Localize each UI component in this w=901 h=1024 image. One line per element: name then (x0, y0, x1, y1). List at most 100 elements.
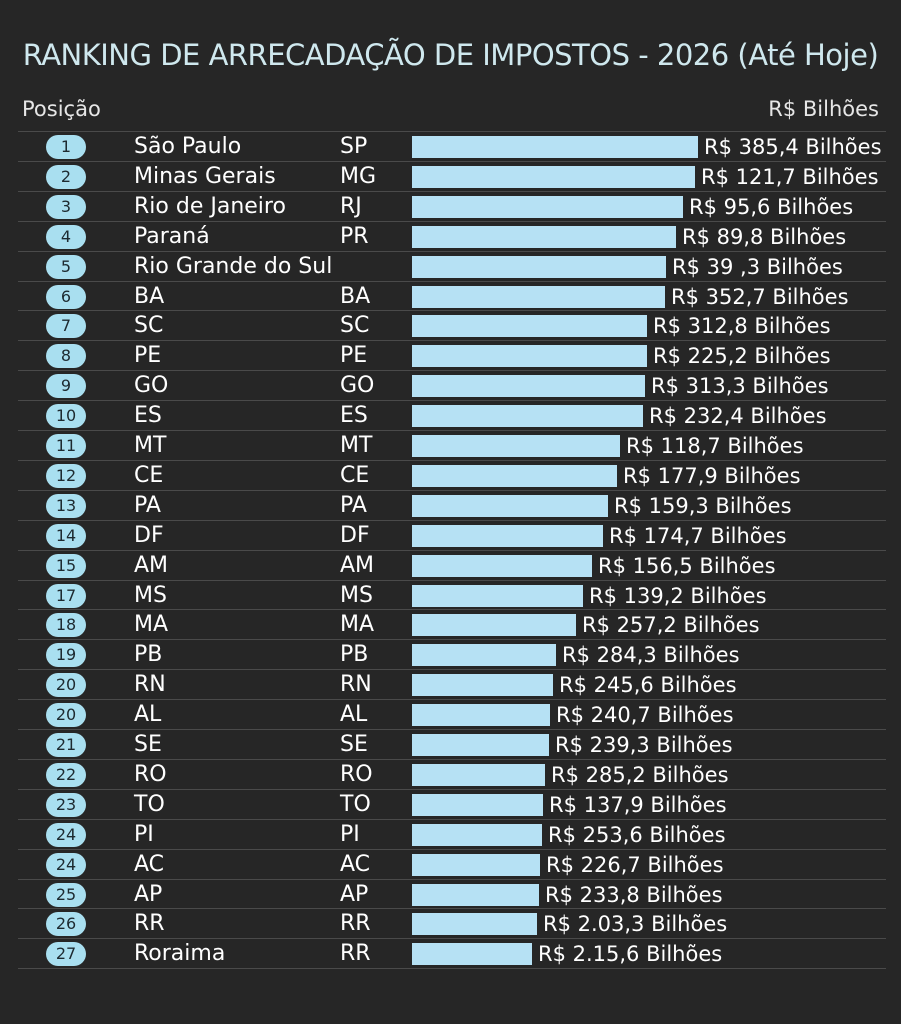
state-name: ES (134, 403, 162, 429)
value-label: R$ 139,2 Bilhões (589, 583, 767, 608)
position-badge: 2 (46, 164, 86, 189)
row-separator (18, 609, 886, 611)
position-badge: 7 (46, 314, 86, 339)
state-code: SP (340, 134, 368, 159)
value-label: R$ 137,9 Bilhões (549, 792, 727, 817)
value-bar (412, 793, 543, 816)
value-bar (412, 823, 542, 846)
row-separator (18, 908, 886, 910)
ranking-row: 17 MS MS R$ 139,2 Bilhões (0, 581, 901, 611)
state-code: MS (340, 582, 373, 608)
row-separator (18, 400, 886, 402)
value-label: R$ 95,6 Bilhões (689, 194, 854, 219)
row-separator (18, 848, 886, 850)
state-name: GO (134, 373, 169, 399)
ranking-row: 22 RO RO R$ 285,2 Bilhões (0, 760, 901, 790)
value-label: R$ 39 ,3 Bilhões (672, 254, 843, 279)
value-label: R$ 253,6 Bilhões (548, 822, 726, 847)
value-label: R$ 233,8 Bilhões (545, 882, 723, 907)
value-label: R$ 257,2 Bilhões (582, 613, 760, 638)
row-separator (18, 430, 886, 431)
value-bar (412, 943, 532, 966)
state-name: AM (134, 552, 169, 578)
value-bar (412, 375, 645, 398)
value-bar (412, 853, 540, 876)
value-label: R$ 239,3 Bilhões (555, 733, 733, 757)
state-name: PE (134, 343, 162, 369)
ranking-row: 6 BA BA R$ 352,7 Bilhões (0, 282, 901, 312)
row-separator (18, 788, 886, 790)
value-bar (412, 614, 576, 637)
value-bar (412, 763, 545, 786)
state-code: RJ (340, 193, 362, 219)
value-bar (412, 734, 549, 756)
state-name: PA (134, 492, 161, 518)
position-badge: 25 (46, 882, 86, 907)
state-code: AC (340, 851, 371, 877)
value-label: R$ 245,6 Bilhões (559, 673, 737, 698)
value-bar (412, 644, 556, 667)
row-separator (18, 639, 886, 641)
state-name: Paraná (134, 223, 210, 249)
state-name: RR (134, 911, 165, 937)
value-bar (412, 345, 647, 368)
value-bar (412, 464, 617, 487)
position-badge: 8 (46, 344, 86, 369)
position-badge: 4 (46, 224, 86, 249)
state-name: SE (134, 732, 162, 757)
state-code: PR (340, 223, 369, 249)
value-label: R$ 285,2 Bilhões (551, 762, 729, 787)
state-name: AC (134, 851, 165, 877)
ranking-row: 13 PA PA R$ 159,3 Bilhões (0, 491, 901, 521)
value-label: R$ 284,3 Bilhões (562, 643, 740, 668)
row-separator (18, 280, 886, 282)
row-separator (18, 519, 886, 521)
value-bar (412, 494, 608, 517)
value-bar (412, 435, 620, 457)
row-separator (18, 758, 886, 760)
state-code: PE (340, 343, 368, 369)
value-label: R$ 2.03,3 Bilhões (543, 912, 728, 937)
row-separator (18, 968, 886, 970)
state-name: CE (134, 462, 164, 488)
value-bar (412, 405, 643, 428)
value-label: R$ 232,4 Bilhões (649, 404, 827, 429)
position-badge: 17 (46, 583, 86, 608)
state-name: SC (134, 313, 164, 339)
row-separator (18, 160, 886, 162)
value-label: R$ 89,8 Bilhões (682, 224, 847, 249)
row-separator (18, 131, 886, 132)
value-bar (412, 315, 647, 338)
chart-title: RANKING DE ARRECADAÇÃO DE IMPOSTOS - 202… (22, 38, 879, 72)
state-name: PI (134, 821, 154, 847)
value-label: R$ 118,7 Bilhões (626, 434, 804, 458)
state-code: DF (340, 522, 370, 548)
ranking-row: 21 SE SE R$ 239,3 Bilhões (0, 730, 901, 760)
value-bar (412, 704, 550, 727)
state-name: AP (134, 881, 163, 907)
ranking-row: 15 AM AM R$ 156,5 Bilhões (0, 551, 901, 581)
row-separator (18, 938, 886, 940)
row-separator (18, 370, 886, 372)
ranking-row: 20 RN RN R$ 245,6 Bilhões (0, 670, 901, 700)
position-badge: 24 (46, 852, 86, 877)
state-code: AL (340, 702, 368, 728)
value-label: R$ 159,3 Bilhões (614, 493, 792, 518)
position-badge: 21 (46, 733, 86, 757)
value-bar (412, 524, 603, 547)
state-code: RO (340, 761, 373, 787)
row-separator (18, 699, 886, 701)
value-label: R$ 313,3 Bilhões (651, 374, 829, 399)
position-badge: 19 (46, 643, 86, 668)
position-badge: 24 (46, 822, 86, 847)
row-separator (18, 818, 886, 820)
state-name: MT (134, 433, 167, 458)
value-label: R$ 156,5 Bilhões (598, 553, 776, 578)
state-code: AP (340, 881, 369, 907)
ranking-row: 27 Roraima RR R$ 2.15,6 Bilhões (0, 939, 901, 969)
ranking-row: 14 DF DF R$ 174,7 Bilhões (0, 521, 901, 551)
position-badge: 18 (46, 613, 86, 638)
state-code: RR (340, 911, 371, 937)
state-code: AM (340, 552, 375, 578)
